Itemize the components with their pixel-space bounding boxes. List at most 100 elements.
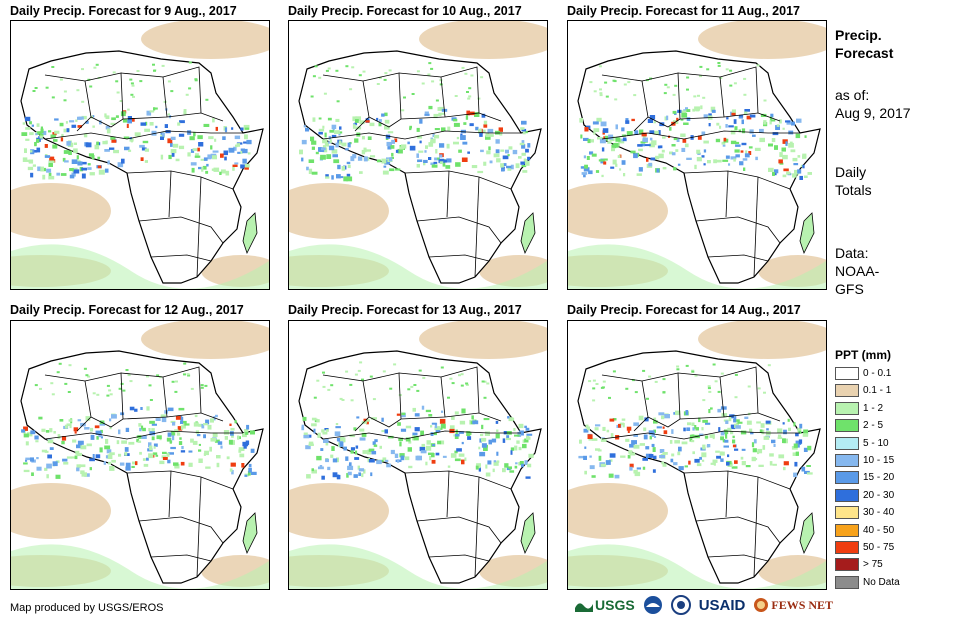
precip-cell: [507, 154, 510, 157]
precip-cell: [768, 167, 774, 172]
precip-cell: [171, 380, 175, 383]
precip-cell: [331, 446, 335, 451]
precip-cell: [645, 446, 650, 450]
precip-cell: [754, 458, 758, 461]
precip-cell: [416, 164, 420, 168]
precip-cell: [418, 369, 422, 372]
precip-cell: [483, 120, 488, 125]
precip-cell: [383, 78, 387, 81]
precip-cell: [321, 475, 325, 480]
precip-cell: [47, 454, 52, 459]
precip-cell: [397, 422, 401, 426]
precip-cell: [42, 174, 46, 180]
country-border: [322, 74, 370, 132]
precip-cell: [303, 125, 306, 128]
precip-cell: [213, 167, 220, 172]
precip-cell: [36, 138, 40, 143]
precip-cell: [109, 452, 115, 456]
precip-cell: [226, 456, 230, 460]
precip-cell: [61, 440, 65, 445]
precip-cell: [168, 154, 172, 160]
precip-cell: [755, 156, 758, 161]
precip-cell: [795, 440, 802, 445]
precip-cell: [416, 389, 420, 392]
precip-cell: [584, 470, 587, 475]
country-border: [440, 366, 480, 414]
precip-cell: [793, 163, 799, 166]
dry-ocean-area: [141, 21, 269, 59]
precip-cell: [521, 144, 526, 149]
precip-cell: [167, 80, 171, 83]
precip-cell: [439, 161, 444, 164]
precip-cell: [454, 95, 458, 97]
precip-cell: [730, 430, 734, 435]
precip-cell: [308, 159, 315, 163]
precip-cell: [215, 414, 218, 418]
precip-cell: [741, 119, 744, 125]
precip-cell: [516, 440, 520, 444]
precip-cell: [94, 425, 100, 429]
light-rain-band: [289, 244, 547, 289]
precip-cell: [615, 163, 618, 167]
precip-cell: [203, 123, 210, 127]
precip-cell: [671, 429, 674, 434]
precip-cell: [167, 432, 172, 437]
precip-cell: [44, 144, 48, 148]
precip-cell: [701, 155, 705, 158]
precip-cell: [145, 121, 148, 126]
precip-cell: [639, 129, 644, 135]
precip-cell: [466, 110, 470, 116]
precip-cell: [636, 467, 641, 470]
precip-cell: [696, 149, 701, 154]
precip-cell: [481, 443, 487, 448]
precip-cell: [591, 438, 598, 441]
precip-cell: [657, 145, 661, 149]
panel-title-4: Daily Precip. Forecast for 12 Aug., 2017: [10, 303, 244, 317]
precip-cell: [385, 134, 391, 139]
precip-cell: [198, 142, 204, 147]
precip-cell: [349, 88, 353, 91]
precip-cell: [479, 438, 482, 443]
precip-cell: [461, 459, 465, 465]
precip-cell: [447, 396, 450, 399]
precip-cell: [177, 426, 183, 431]
precip-cell: [439, 154, 443, 158]
precip-cell: [36, 123, 40, 127]
precip-cell: [449, 377, 453, 380]
precip-cell: [712, 459, 718, 463]
legend-swatch: [835, 454, 859, 467]
precip-cell: [777, 436, 783, 439]
precip-cell: [757, 387, 761, 390]
precip-cell: [468, 95, 472, 98]
precip-cell: [323, 92, 327, 95]
precip-cell: [313, 428, 316, 434]
map-credit: Map produced by USGS/EROS: [10, 602, 164, 614]
precip-cell: [469, 111, 475, 116]
legend-label: > 75: [863, 559, 883, 571]
precip-cell: [699, 75, 702, 78]
precip-cell: [116, 91, 120, 94]
precip-cell: [160, 154, 164, 160]
precip-cell: [602, 380, 606, 383]
precip-cell: [676, 368, 680, 371]
usaid-logo: USAID: [698, 596, 746, 614]
precip-cell: [513, 428, 516, 432]
precip-cell: [104, 445, 111, 450]
precip-cell: [66, 141, 72, 146]
precip-cell: [71, 456, 75, 459]
precip-cell: [91, 155, 95, 160]
precip-cell: [428, 62, 432, 65]
precip-cell: [59, 122, 64, 127]
precip-cell: [703, 163, 706, 166]
precip-cell: [408, 441, 412, 444]
precip-cell: [49, 156, 55, 161]
precip-cell: [478, 128, 482, 134]
precip-cell: [702, 96, 706, 99]
precip-cell: [608, 134, 614, 140]
precip-cell: [658, 130, 661, 135]
precip-cell: [732, 444, 736, 448]
country-border: [162, 366, 202, 414]
precip-cell: [422, 376, 426, 379]
precip-cell: [658, 153, 664, 159]
precip-cell: [804, 135, 807, 138]
